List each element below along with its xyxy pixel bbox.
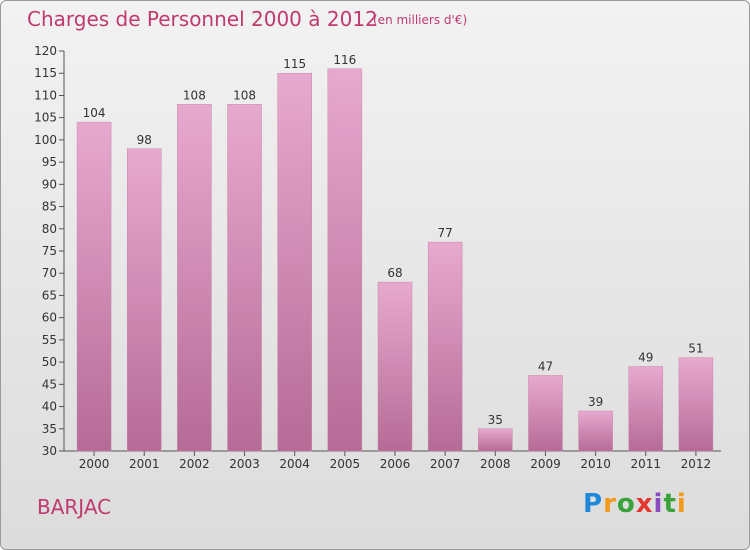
bar-2005 <box>327 68 363 452</box>
x-tick-label: 2007 <box>430 457 461 471</box>
y-tick-label: 105 <box>34 111 57 125</box>
bar-2000 <box>76 121 112 452</box>
y-tick-label: 90 <box>42 177 57 191</box>
bar-value-label: 108 <box>183 88 206 102</box>
y-tick-label: 30 <box>42 444 57 458</box>
bar-2002 <box>177 104 212 452</box>
bar-value-label: 51 <box>688 342 703 356</box>
city-name: BARJAC <box>37 495 112 519</box>
y-tick-label: 70 <box>42 266 57 280</box>
y-tick-label: 110 <box>34 88 57 102</box>
y-tick-label: 35 <box>42 422 57 436</box>
y-tick-label: 55 <box>42 333 57 347</box>
bar-2008 <box>478 428 513 452</box>
bar-2012 <box>678 357 714 452</box>
bar-value-label: 49 <box>638 351 653 365</box>
x-tick-label: 2012 <box>681 457 712 471</box>
bar-2004 <box>277 72 312 452</box>
bar-2010 <box>578 410 613 452</box>
y-tick-label: 80 <box>42 222 57 236</box>
bar-value-label: 47 <box>538 359 553 373</box>
bar-value-label: 98 <box>137 133 152 147</box>
bar-2011 <box>628 366 664 452</box>
y-tick-label: 85 <box>42 200 57 214</box>
x-tick-label: 2003 <box>229 457 260 471</box>
chart-subtitle: (en milliers d'€) <box>373 13 468 27</box>
y-tick-label: 120 <box>34 44 57 58</box>
bar-value-label: 108 <box>233 88 256 102</box>
bar-value-label: 39 <box>588 395 603 409</box>
x-tick-label: 2000 <box>79 457 110 471</box>
y-tick-label: 100 <box>34 133 57 147</box>
bar-value-label: 116 <box>333 53 356 67</box>
bar-value-label: 35 <box>488 413 503 427</box>
bar-2001 <box>126 148 162 452</box>
y-tick-label: 115 <box>34 66 57 80</box>
bar-value-label: 115 <box>283 57 306 71</box>
x-tick-label: 2004 <box>279 457 310 471</box>
x-tick-label: 2010 <box>580 457 611 471</box>
proxiti-logo[interactable]: Proxiti <box>583 489 687 519</box>
bar-value-label: 77 <box>438 226 453 240</box>
x-tick-label: 2001 <box>129 457 160 471</box>
y-tick-label: 75 <box>42 244 57 258</box>
bar-value-label: 68 <box>387 266 402 280</box>
x-tick-label: 2002 <box>179 457 210 471</box>
y-tick-label: 95 <box>42 155 57 169</box>
y-tick-label: 65 <box>42 288 57 302</box>
bar-2007 <box>427 241 463 452</box>
x-tick-label: 2011 <box>630 457 661 471</box>
y-tick-label: 50 <box>42 355 57 369</box>
bar-value-label: 104 <box>83 106 106 120</box>
bar-2009 <box>528 375 563 452</box>
x-tick-label: 2009 <box>530 457 561 471</box>
y-tick-label: 40 <box>42 400 57 414</box>
bar-2006 <box>377 281 413 452</box>
x-tick-label: 2006 <box>380 457 411 471</box>
x-tick-label: 2008 <box>480 457 511 471</box>
chart-title: Charges de Personnel 2000 à 2012 <box>27 7 378 31</box>
x-tick-label: 2005 <box>330 457 361 471</box>
y-tick-label: 60 <box>42 311 57 325</box>
y-tick-label: 45 <box>42 377 57 391</box>
bar-2003 <box>227 104 262 452</box>
